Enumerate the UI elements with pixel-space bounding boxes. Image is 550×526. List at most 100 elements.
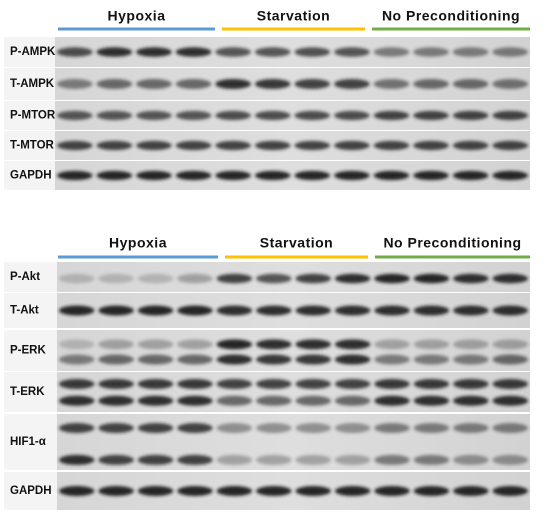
band	[216, 486, 253, 496]
row-label: P-ERK	[10, 345, 46, 357]
band	[216, 423, 253, 433]
band	[334, 395, 371, 406]
band	[58, 273, 95, 284]
band	[254, 110, 291, 121]
group-label: No Preconditioning	[382, 8, 520, 24]
band	[453, 339, 489, 350]
band	[492, 170, 529, 181]
band	[216, 339, 253, 350]
row-label: T-MTOR	[10, 140, 55, 152]
band	[96, 110, 133, 121]
row-label: T-ERK	[10, 386, 45, 398]
band	[295, 423, 331, 433]
blot-strip	[57, 414, 530, 470]
row-label: HIF1-α	[10, 436, 46, 448]
band	[374, 395, 410, 406]
band	[215, 170, 251, 181]
band	[216, 379, 253, 389]
band	[175, 170, 212, 181]
band	[295, 339, 331, 350]
band	[256, 354, 292, 365]
group-label: No Preconditioning	[383, 235, 521, 251]
band	[413, 379, 450, 389]
band	[177, 395, 213, 406]
band	[413, 354, 450, 365]
band	[215, 79, 251, 89]
band	[254, 170, 291, 181]
band	[492, 354, 529, 365]
band	[374, 379, 410, 389]
band	[216, 395, 253, 406]
band	[175, 79, 212, 89]
band	[216, 354, 253, 365]
band	[58, 395, 95, 406]
band	[177, 273, 213, 284]
band	[175, 140, 212, 151]
row-label: GAPDH	[10, 170, 52, 182]
band	[334, 379, 371, 389]
band	[98, 423, 134, 433]
band	[295, 273, 331, 284]
row-label: P-Akt	[10, 271, 40, 283]
band	[136, 110, 172, 121]
band	[98, 395, 134, 406]
band	[56, 47, 93, 57]
band	[374, 423, 410, 433]
band	[175, 47, 212, 57]
group-label: Hypoxia	[108, 8, 166, 24]
band	[136, 47, 172, 57]
band	[334, 486, 371, 496]
group-label: Starvation	[257, 8, 330, 24]
band	[98, 454, 134, 465]
label-box	[4, 101, 55, 130]
band	[177, 486, 213, 496]
band	[295, 395, 331, 406]
band	[256, 379, 292, 389]
blot-strip	[55, 161, 530, 190]
band	[56, 110, 93, 121]
band	[177, 379, 213, 389]
band	[256, 273, 292, 284]
band	[334, 339, 371, 350]
band	[216, 305, 253, 316]
band	[334, 47, 370, 57]
band	[96, 79, 133, 89]
band	[413, 110, 449, 121]
band	[137, 339, 174, 350]
band	[374, 486, 410, 496]
label-box	[4, 68, 55, 100]
row-label: T-Akt	[10, 305, 39, 317]
band	[254, 79, 291, 89]
band	[177, 354, 213, 365]
label-box	[4, 37, 55, 67]
band	[492, 379, 529, 389]
band	[216, 273, 253, 284]
blot-strip	[57, 262, 530, 292]
band	[334, 454, 371, 465]
band	[413, 305, 450, 316]
band	[294, 110, 331, 121]
row-label: P-MTOR	[10, 110, 56, 122]
band	[413, 140, 449, 151]
band	[137, 354, 174, 365]
band	[373, 140, 410, 151]
band	[373, 79, 410, 89]
band	[136, 140, 172, 151]
label-box	[4, 414, 57, 470]
band	[334, 354, 371, 365]
label-box	[4, 330, 57, 371]
band	[374, 273, 410, 284]
band	[256, 339, 292, 350]
band	[137, 486, 174, 496]
band	[58, 423, 95, 433]
band	[492, 140, 529, 151]
band	[136, 170, 172, 181]
band	[492, 273, 529, 284]
band	[96, 47, 133, 57]
blot-strip	[57, 293, 530, 328]
band	[295, 454, 331, 465]
band	[294, 140, 331, 151]
band	[334, 305, 371, 316]
band	[374, 339, 410, 350]
